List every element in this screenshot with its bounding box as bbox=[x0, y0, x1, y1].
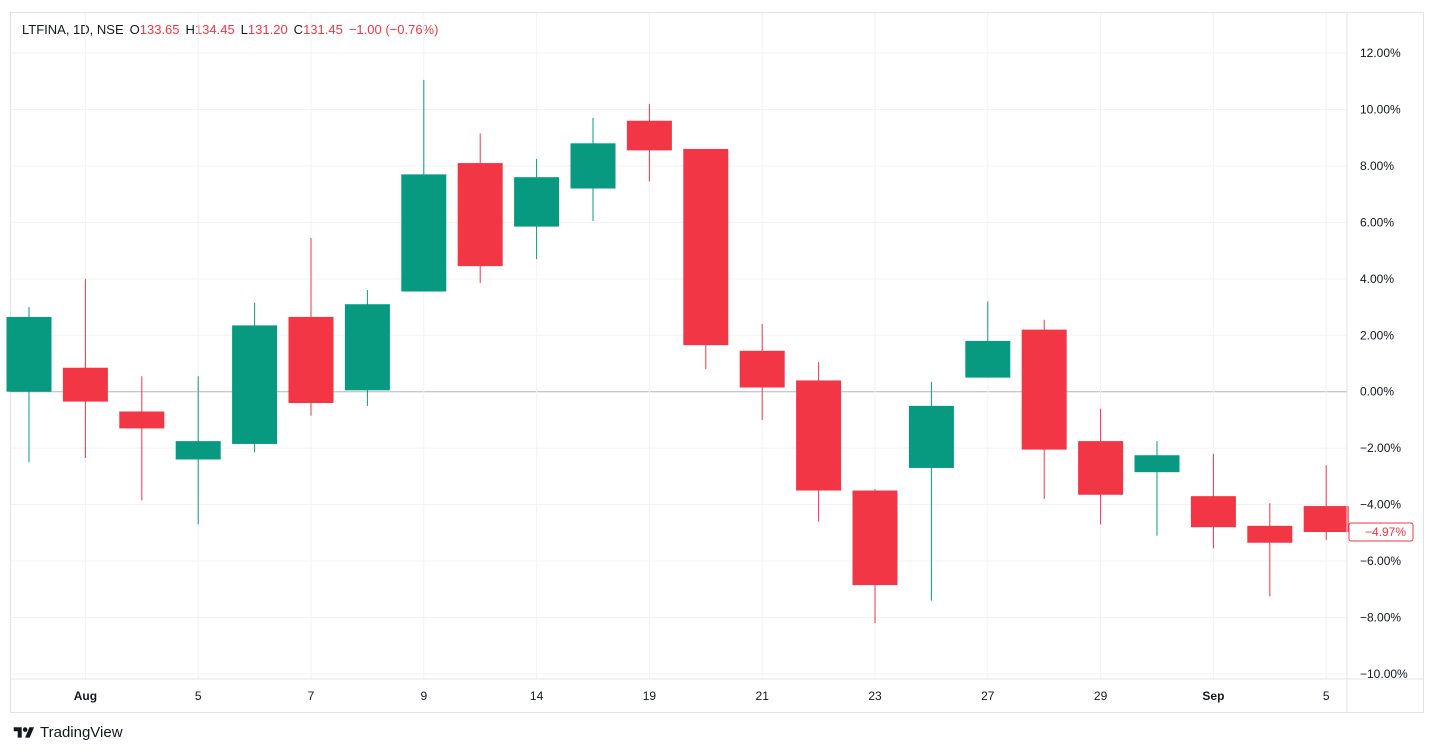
candle-body bbox=[232, 325, 278, 444]
x-tick-label: 14 bbox=[530, 689, 544, 703]
candle-body bbox=[175, 441, 221, 460]
candle-up bbox=[401, 79, 447, 292]
candle-down bbox=[852, 489, 898, 624]
candle-up bbox=[232, 302, 278, 453]
candle-layer bbox=[6, 79, 1349, 624]
candle-up bbox=[175, 376, 221, 525]
candle-body bbox=[457, 163, 503, 267]
tradingview-footer[interactable]: TradingView bbox=[12, 724, 123, 741]
candle-down bbox=[119, 376, 165, 501]
candle-body bbox=[1247, 525, 1293, 543]
last-value-badge: −4.97% bbox=[1348, 522, 1414, 542]
candle-down bbox=[739, 323, 785, 420]
y-tick-label: −4.00% bbox=[1360, 498, 1401, 512]
x-tick-label: 5 bbox=[195, 689, 202, 703]
candle-up bbox=[514, 158, 560, 260]
y-tick-label: 12.00% bbox=[1360, 46, 1401, 60]
candle-body bbox=[852, 490, 898, 586]
open-value: 133.65 bbox=[139, 22, 180, 37]
axis-layer: 12.00% 10.00% 8.00% 6.00% 4.00% 2.00% 0.00% −2.… bbox=[11, 13, 1424, 713]
x-tick-label: 7 bbox=[308, 689, 315, 703]
close-label: C bbox=[293, 22, 304, 37]
open-label: O bbox=[129, 22, 140, 37]
candle-body bbox=[1303, 506, 1349, 533]
candle-down bbox=[288, 237, 334, 416]
candle-down bbox=[1247, 503, 1293, 597]
candle-down bbox=[62, 278, 108, 459]
candle-body bbox=[514, 177, 560, 227]
x-tick-label: 9 bbox=[420, 689, 427, 703]
candle-body bbox=[1078, 441, 1124, 495]
x-tick-label: Aug bbox=[74, 689, 97, 703]
candle-body bbox=[62, 367, 108, 402]
x-tick-label: Sep bbox=[1202, 689, 1224, 703]
x-tick-label: 27 bbox=[981, 689, 995, 703]
candle-body bbox=[626, 120, 672, 151]
candle-down bbox=[1078, 408, 1124, 525]
candle-up bbox=[344, 290, 390, 406]
tradingview-logo-icon bbox=[13, 726, 34, 738]
candle-up bbox=[965, 301, 1011, 378]
symbol-legend: LTFINA, 1D, NSE O133.65 H134.45 L131.20 C131… bbox=[22, 22, 438, 37]
candle-down bbox=[626, 103, 672, 182]
y-tick-label: −2.00% bbox=[1360, 441, 1401, 455]
grid-layer bbox=[11, 13, 1347, 679]
y-tick-label: 10.00% bbox=[1360, 102, 1401, 116]
candle-body bbox=[1021, 329, 1067, 450]
candle-body bbox=[401, 174, 447, 292]
high-value: 134.45 bbox=[194, 22, 235, 37]
x-tick-label: 19 bbox=[643, 689, 657, 703]
candle-up bbox=[570, 117, 616, 221]
candle-body bbox=[683, 148, 729, 346]
x-tick-label: 23 bbox=[868, 689, 882, 703]
candle-body bbox=[6, 316, 52, 392]
candle-body bbox=[739, 350, 785, 388]
y-tick-label: 0.00% bbox=[1360, 385, 1394, 399]
tradingview-brand: TradingView bbox=[40, 724, 123, 741]
y-tick-label: 2.00% bbox=[1360, 328, 1394, 342]
x-tick-label: 29 bbox=[1094, 689, 1108, 703]
y-tick-label: −10.00% bbox=[1360, 667, 1408, 681]
x-tick-label: 21 bbox=[756, 689, 770, 703]
high-label: H bbox=[185, 22, 195, 37]
close-value: 131.45 bbox=[303, 22, 343, 37]
candle-body bbox=[1134, 455, 1180, 473]
change-value: −1.00 (−0.76%) bbox=[348, 22, 439, 37]
candle-down bbox=[1303, 465, 1349, 540]
symbol-name[interactable]: LTFINA, 1D, NSE bbox=[22, 22, 124, 37]
candle-body bbox=[288, 316, 334, 404]
candle-body bbox=[119, 411, 165, 429]
last-value-box bbox=[1348, 522, 1414, 542]
y-tick-label: −8.00% bbox=[1360, 611, 1401, 625]
candle-down bbox=[683, 148, 729, 370]
candle-body bbox=[570, 143, 616, 189]
candle-up bbox=[908, 381, 954, 601]
candle-body bbox=[796, 380, 842, 491]
x-tick-label: 5 bbox=[1323, 689, 1330, 703]
candle-down bbox=[796, 362, 842, 522]
low-value: 131.20 bbox=[247, 22, 288, 37]
y-tick-label: 4.00% bbox=[1360, 272, 1394, 286]
y-tick-label: −6.00% bbox=[1360, 554, 1401, 568]
y-tick-label: 8.00% bbox=[1360, 159, 1394, 173]
candle-down bbox=[1021, 319, 1067, 499]
candle-body bbox=[344, 304, 390, 391]
last-value-label: −4.97% bbox=[1365, 525, 1406, 539]
y-tick-label: 6.00% bbox=[1360, 215, 1394, 229]
low-label: L bbox=[240, 22, 248, 37]
candle-body bbox=[1190, 496, 1236, 528]
candle-up bbox=[6, 307, 52, 463]
candle-down bbox=[457, 133, 503, 284]
candlestick-chart[interactable]: 12.00% 10.00% 8.00% 6.00% 4.00% 2.00% 0.00% −2.… bbox=[0, 0, 1436, 713]
candle-body bbox=[908, 405, 954, 468]
candle-down bbox=[1190, 453, 1236, 549]
candle-body bbox=[965, 340, 1011, 378]
candle-up bbox=[1134, 441, 1180, 536]
